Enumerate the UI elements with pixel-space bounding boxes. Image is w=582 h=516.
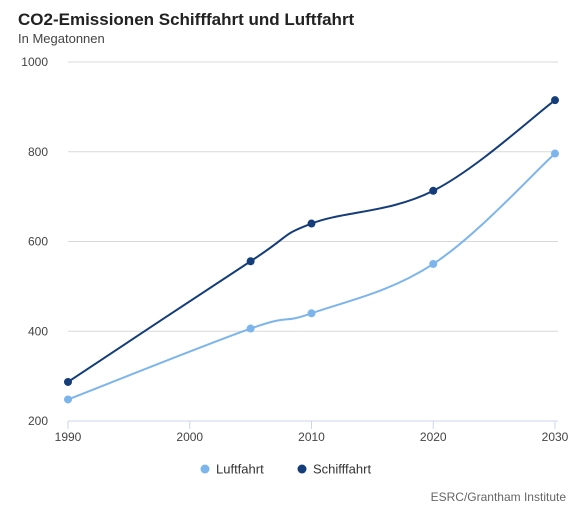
y-tick-label: 400 — [28, 324, 48, 338]
x-tick-label: 1990 — [55, 430, 82, 444]
legend[interactable]: Luftfahrt Schifffahrt — [200, 462, 372, 477]
series-line-luftfahrt — [67, 152, 556, 401]
data-point[interactable] — [429, 186, 438, 195]
data-point[interactable] — [307, 309, 316, 318]
x-tick-label: 2020 — [420, 430, 447, 444]
data-point[interactable] — [429, 259, 438, 268]
series-lines — [64, 96, 559, 404]
y-axis: 200 400 600 800 1000 — [21, 55, 48, 428]
legend-label: Schifffahrt — [313, 462, 371, 477]
data-point[interactable] — [64, 395, 72, 404]
series-schifffahrt — [64, 96, 559, 386]
data-point[interactable] — [551, 149, 559, 158]
data-point[interactable] — [246, 324, 255, 333]
grid-lines — [68, 61, 558, 422]
data-point[interactable] — [307, 219, 316, 228]
legend-item-luftfahrt[interactable]: Luftfahrt — [200, 462, 265, 477]
legend-label: Luftfahrt — [216, 462, 264, 477]
y-tick-label: 600 — [28, 235, 48, 249]
legend-item-schifffahrt[interactable]: Schifffahrt — [297, 462, 372, 477]
chart-subtitle: In Megatonnen — [18, 31, 105, 46]
legend-marker — [297, 464, 307, 474]
y-tick-label: 200 — [28, 414, 48, 428]
x-tick-label: 2010 — [298, 430, 325, 444]
data-point[interactable] — [246, 257, 255, 266]
data-point[interactable] — [64, 377, 72, 386]
chart-title: CO2-Emissionen Schifffahrt und Luftfahrt — [18, 10, 355, 29]
x-tick-label: 2030 — [542, 430, 569, 444]
y-tick-label: 800 — [28, 145, 48, 159]
source-credit: ESRC/Grantham Institute — [430, 490, 566, 504]
data-point[interactable] — [551, 96, 559, 105]
x-axis: 1990 2000 2010 2020 2030 — [55, 420, 569, 444]
legend-marker — [200, 464, 210, 474]
y-tick-label: 1000 — [21, 55, 48, 69]
series-luftfahrt — [64, 149, 559, 404]
x-tick-label: 2000 — [176, 430, 203, 444]
